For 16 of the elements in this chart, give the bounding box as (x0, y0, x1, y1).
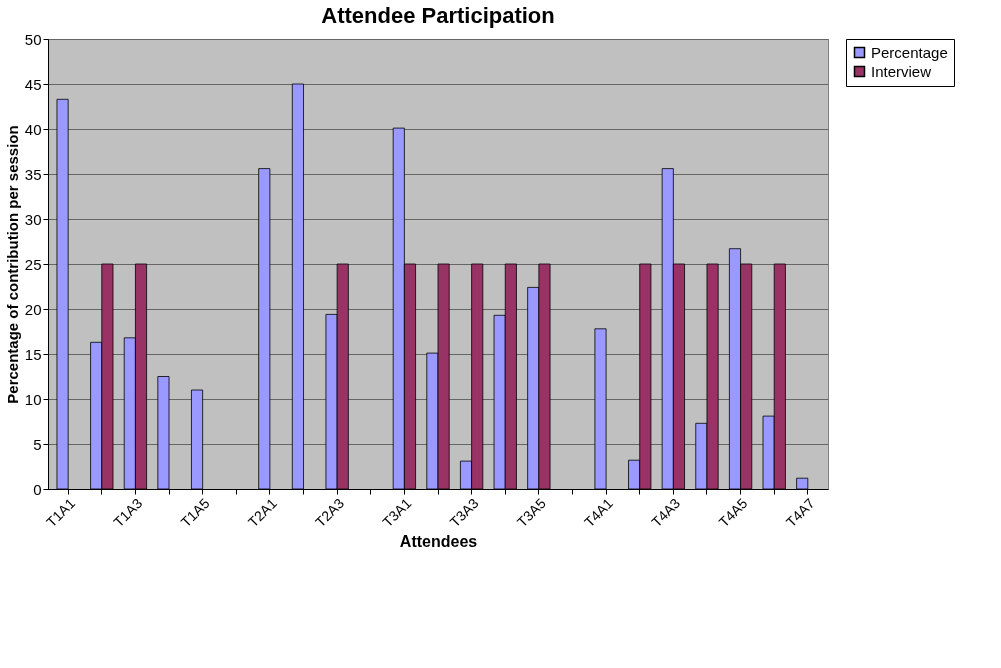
y-tick-label: 0 (33, 480, 42, 498)
chart-title: Attendee Participation (321, 3, 555, 28)
y-axis-title: Percentage of contribution per session (3, 125, 21, 404)
y-tick-label: 30 (24, 210, 42, 228)
y-tick-label: 45 (24, 75, 42, 93)
y-tick-label: 35 (24, 165, 42, 183)
y-tick-label: 40 (24, 120, 42, 138)
legend-label: Interview (871, 62, 932, 80)
y-tick-label: 5 (33, 435, 42, 453)
y-tick-label: 25 (24, 255, 42, 273)
y-tick-label: 50 (24, 30, 42, 48)
y-tick-label: 20 (24, 300, 42, 318)
legend-label: Percentage (871, 43, 948, 61)
y-tick-label: 15 (24, 345, 42, 363)
x-axis-title: Attendees (399, 533, 478, 551)
y-tick-label: 10 (24, 390, 42, 408)
